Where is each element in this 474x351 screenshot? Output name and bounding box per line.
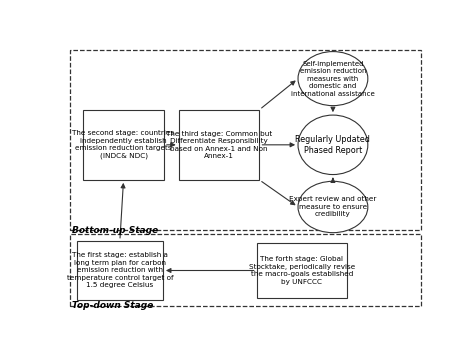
- Text: Bottom-up Stage: Bottom-up Stage: [72, 226, 158, 235]
- Text: The third stage: Common but
Differentiate Responsibility
based on Annex-1 and No: The third stage: Common but Differentiat…: [166, 131, 272, 159]
- Ellipse shape: [298, 115, 368, 174]
- Bar: [70, 50, 421, 230]
- FancyBboxPatch shape: [179, 110, 259, 180]
- Text: Regularly Updated
Phased Report: Regularly Updated Phased Report: [295, 135, 370, 155]
- FancyBboxPatch shape: [77, 241, 163, 300]
- FancyBboxPatch shape: [257, 244, 346, 298]
- FancyBboxPatch shape: [83, 110, 164, 180]
- Bar: [70, 234, 421, 306]
- Text: Top-down Stage: Top-down Stage: [72, 301, 154, 310]
- Text: Expert review and other
measure to ensure
credibility: Expert review and other measure to ensur…: [289, 197, 377, 218]
- Text: The forth stage: Global
Stocktake, periodically revise
the macro-goals establish: The forth stage: Global Stocktake, perio…: [248, 256, 355, 285]
- Ellipse shape: [298, 52, 368, 106]
- Text: The first stage: establish a
long term plan for carbon
emission reduction with
t: The first stage: establish a long term p…: [67, 252, 173, 289]
- Text: The second stage: countries
independently establish
emission reduction targets
(: The second stage: countries independentl…: [73, 130, 174, 159]
- Ellipse shape: [298, 181, 368, 233]
- Text: Self-implemented
emission reduction
measures with
domestic and
international ass: Self-implemented emission reduction meas…: [291, 61, 375, 97]
